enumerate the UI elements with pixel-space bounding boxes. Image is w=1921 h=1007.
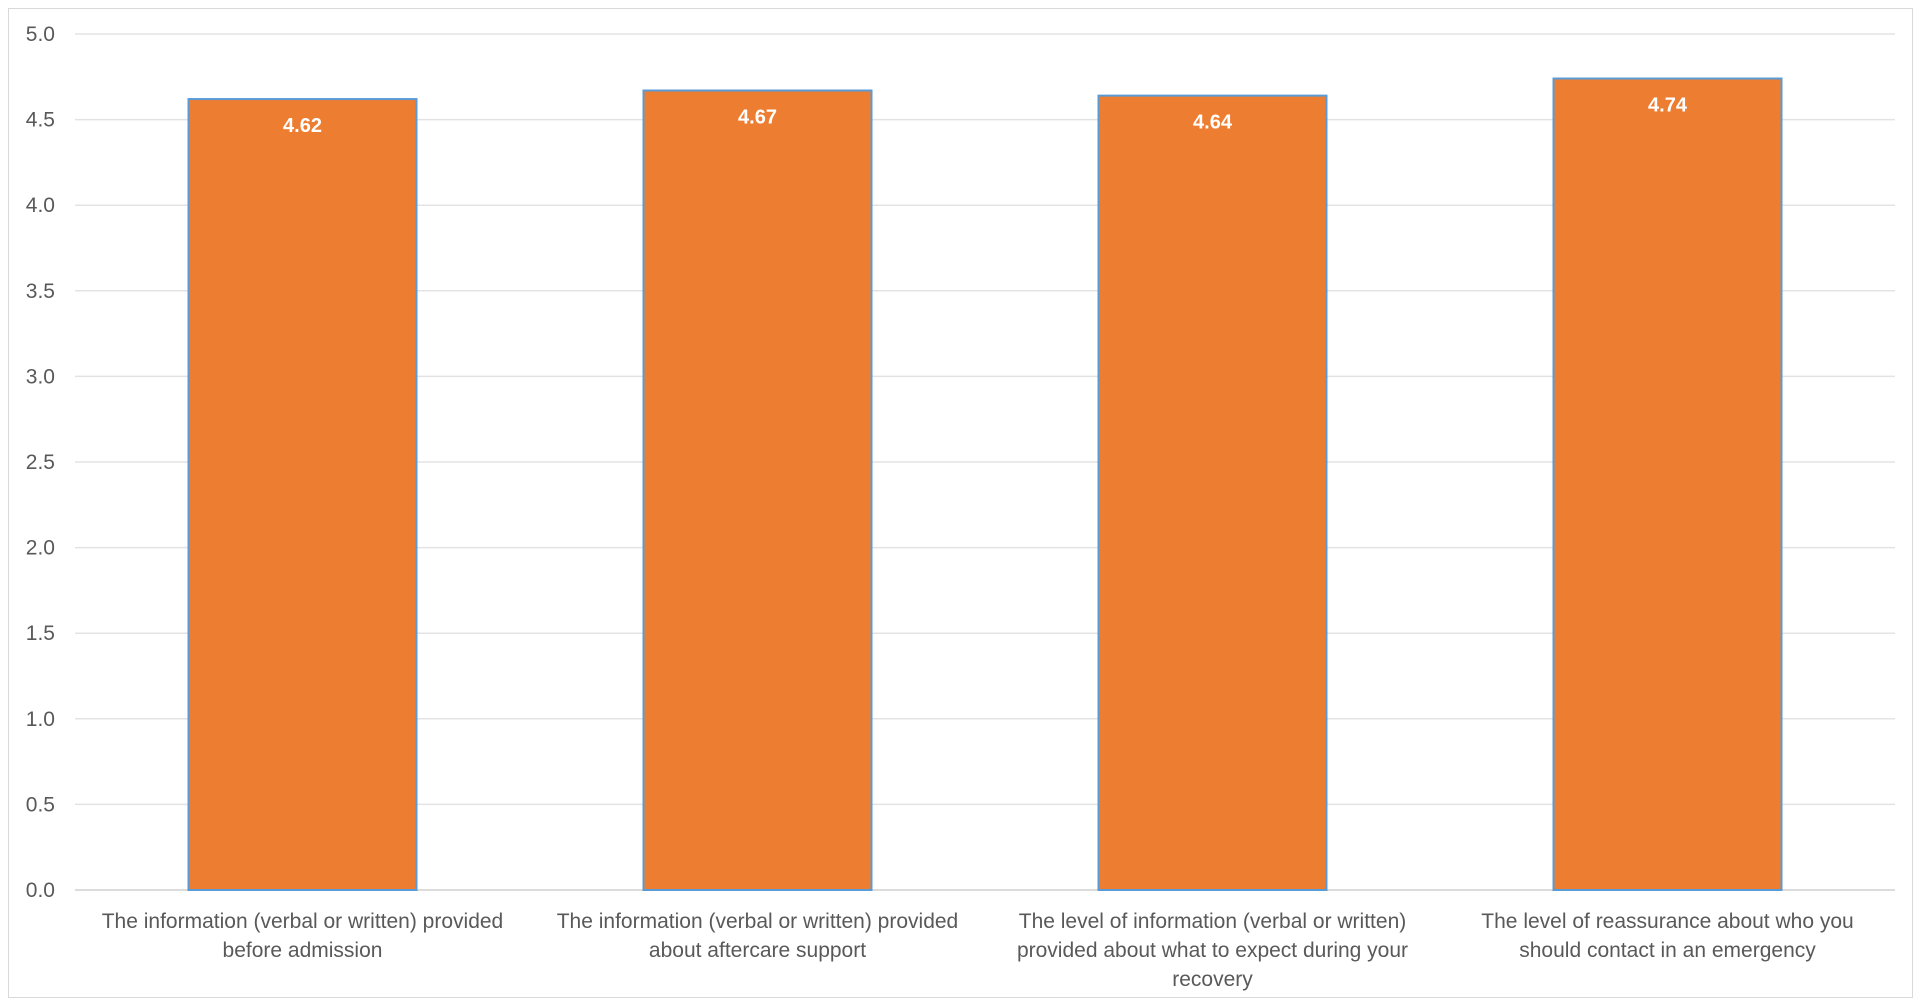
bar: [642, 89, 873, 892]
x-category-label: The level of reassurance about who you: [1481, 910, 1853, 933]
x-category-label: about aftercare support: [649, 939, 866, 962]
y-tick-label: 2.5: [26, 451, 55, 474]
y-tick-label: 0.0: [26, 879, 55, 902]
x-category-label: The level of information (verbal or writ…: [1019, 910, 1407, 933]
x-category-label: before admission: [223, 939, 383, 962]
x-category-label: The information (verbal or written) prov…: [557, 910, 959, 933]
data-labels: 4.62 4.67 4.64 4.74: [283, 95, 1688, 138]
x-category-label: recovery: [1172, 968, 1253, 991]
y-axis-tick-labels: 0.0 0.5 1.0 1.5 2.0 2.5 3.0 3.5 4.0 4.5 5.0: [26, 23, 55, 902]
bar-data-label: 4.62: [283, 115, 322, 137]
bar-data-label: 4.67: [738, 106, 777, 128]
x-category-label: The information (verbal or written) prov…: [102, 910, 504, 933]
y-tick-label: 3.5: [26, 280, 55, 303]
bars: [187, 77, 1783, 892]
bar-data-label: 4.74: [1648, 95, 1688, 117]
bar: [187, 98, 418, 891]
y-tick-label: 5.0: [26, 23, 55, 46]
x-axis-category-labels: The information (verbal or written) prov…: [102, 910, 1854, 991]
y-tick-label: 2.0: [26, 537, 55, 560]
y-tick-label: 1.0: [26, 708, 55, 731]
x-category-label: should contact in an emergency: [1519, 939, 1816, 962]
y-tick-label: 3.0: [26, 365, 55, 388]
x-category-label: provided about what to expect during you…: [1017, 939, 1408, 962]
bar-data-label: 4.64: [1193, 112, 1233, 134]
y-tick-label: 1.5: [26, 622, 55, 645]
y-tick-label: 4.5: [26, 109, 55, 132]
y-tick-label: 0.5: [26, 793, 55, 816]
y-tick-label: 4.0: [26, 194, 55, 217]
bar: [1097, 94, 1328, 891]
bar: [1552, 77, 1783, 891]
